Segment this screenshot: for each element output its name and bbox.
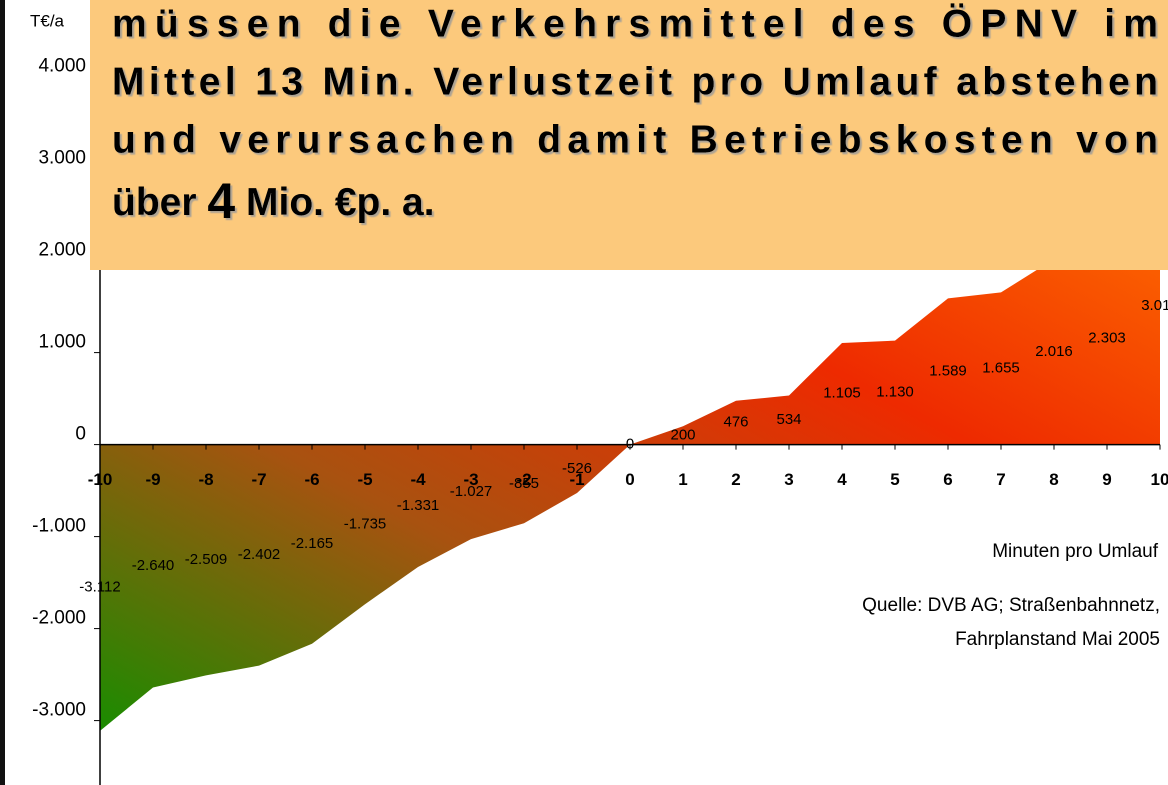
x-tick-label: 8 <box>1049 470 1058 489</box>
x-tick-label: 1 <box>678 470 687 489</box>
x-tick-label: -5 <box>357 470 372 489</box>
y-tick-label: -2.000 <box>32 608 86 629</box>
data-label: -2.165 <box>291 535 334 552</box>
title-part: über <box>112 181 207 224</box>
data-label: 0 <box>626 436 634 453</box>
data-label: -526 <box>562 460 592 477</box>
data-label: -3.112 <box>79 579 120 596</box>
data-label: 476 <box>723 414 748 431</box>
data-label: -1.735 <box>344 515 387 532</box>
y-tick-label: -3.000 <box>32 700 86 721</box>
source: Quelle: DVB AG; Straßenbahnnetz, <box>862 595 1160 616</box>
data-label: 200 <box>670 426 695 443</box>
title-line: über 4 Mio. €p. a. <box>112 173 435 229</box>
x-tick-label: 10 <box>1151 470 1168 489</box>
x-tick-label: 4 <box>837 470 847 489</box>
data-label: 534 <box>776 411 801 428</box>
data-label: -2.640 <box>132 557 175 574</box>
x-tick-label: 2 <box>731 470 740 489</box>
data-label: 1.589 <box>929 362 967 379</box>
data-label: -2.402 <box>238 546 281 563</box>
x-tick-label: -6 <box>304 470 319 489</box>
left-border <box>0 0 5 785</box>
title-box <box>90 0 1168 270</box>
title-part: 4 <box>207 173 235 229</box>
x-tick-label: 0 <box>625 470 634 489</box>
y-tick-label: 4.000 <box>38 56 86 77</box>
title-line: Mittel 13 Min. Verlustzeit pro Umlauf ab… <box>112 60 1158 103</box>
x-tick-label: -3 <box>463 470 478 489</box>
data-label: 1.130 <box>876 384 914 401</box>
y-axis-label: T€/a <box>30 11 65 30</box>
y-tick-label: 2.000 <box>38 240 86 261</box>
x-tick-label: 5 <box>890 470 899 489</box>
x-tick-label: -4 <box>410 470 426 489</box>
x-tick-label: -9 <box>145 470 160 489</box>
source: Fahrplanstand Mai 2005 <box>955 629 1160 650</box>
y-tick-label: 3.000 <box>38 148 86 169</box>
x-tick-label: -8 <box>198 470 213 489</box>
data-label: -855 <box>509 475 539 492</box>
plot: -3.000 -2.000 -1.000 0 1.000 2.000 3.000 4.000 -… <box>32 56 1168 785</box>
area <box>100 167 1160 731</box>
x-tick-label: -7 <box>251 470 266 489</box>
x-tick-label: -1 <box>569 470 584 489</box>
data-label: -2.509 <box>185 551 228 568</box>
x-axis-label: Minuten pro Umlauf <box>992 541 1159 562</box>
x-tick-label: 7 <box>996 470 1005 489</box>
data-label: 2.016 <box>1035 343 1073 360</box>
x-tick-label: 6 <box>943 470 952 489</box>
y-tick-label: 1.000 <box>38 332 86 353</box>
data-label: 2.303 <box>1088 330 1126 347</box>
x-tick-label: 3 <box>784 470 793 489</box>
x-tick-label: 9 <box>1102 470 1111 489</box>
x-tick-label: -2 <box>516 470 531 489</box>
y-tick-label: 0 <box>75 424 86 445</box>
data-label: -1.027 <box>450 483 493 500</box>
x-tick-label: -10 <box>88 470 113 489</box>
y-tick-label: -1.000 <box>32 516 86 537</box>
title-part: Mio. €p. a. <box>235 181 434 224</box>
data-label: 3.010 <box>1141 297 1168 314</box>
data-label: -1.331 <box>397 497 440 514</box>
data-label: 1.655 <box>982 359 1020 376</box>
data-label: 1.105 <box>823 385 861 402</box>
title-line: müssen die Verkehrsmittel des ÖPNV im <box>112 2 1158 45</box>
